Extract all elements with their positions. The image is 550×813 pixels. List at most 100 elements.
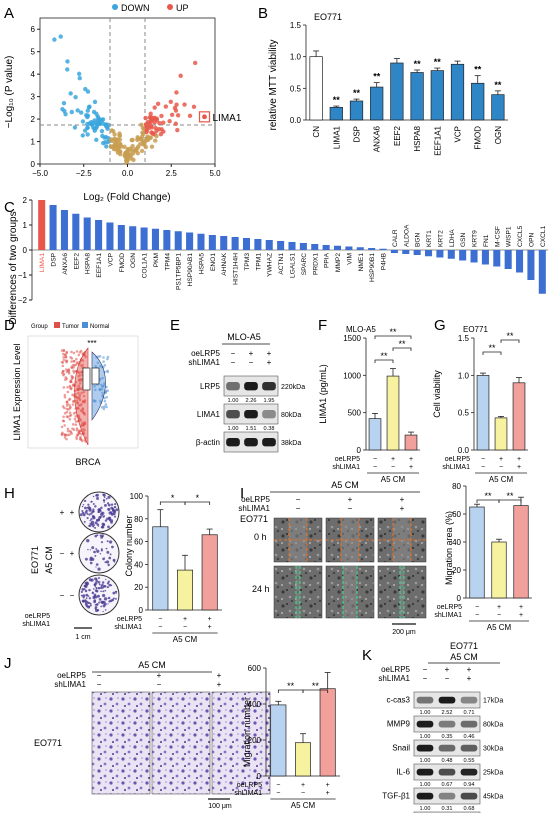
design-mark: − (373, 456, 377, 463)
blot-band (416, 696, 434, 704)
colony (86, 539, 90, 543)
colony (84, 506, 87, 510)
sig-label: ** (287, 681, 295, 691)
bar (527, 250, 535, 280)
data-point (123, 154, 128, 160)
band-quant: 0.67 (442, 782, 453, 788)
tumor-point (70, 360, 73, 363)
data-point (174, 90, 179, 95)
y-tick-label: 0.0 (290, 116, 302, 125)
colony (106, 582, 110, 585)
data-point (110, 129, 116, 134)
tumor-point (66, 390, 70, 394)
colony (89, 561, 93, 565)
panel-letter-d: D (4, 317, 15, 334)
design-mark: + (467, 674, 472, 683)
data-point (111, 146, 117, 152)
x-tick-label: 5.0 (209, 169, 221, 178)
blot-band (416, 792, 434, 800)
data-point (78, 110, 84, 115)
tumor-point (71, 376, 75, 379)
data-point (161, 120, 166, 125)
bar (311, 244, 319, 250)
tumor-point (67, 372, 71, 375)
design-row-label: shLIMA1 (188, 358, 220, 367)
data-point (104, 144, 109, 149)
design-mark: − (296, 504, 301, 513)
design-row-label: oeLRP5 (241, 495, 270, 504)
colony (94, 603, 97, 606)
data-point (161, 129, 166, 134)
sig-bracket (374, 335, 412, 339)
colony (98, 597, 102, 601)
j-y-label: Migration number (242, 697, 252, 767)
colony (89, 602, 92, 605)
tumor-point (77, 404, 81, 407)
c-y-label: Differences of two groups (8, 211, 19, 324)
x-category-label: VCP (454, 126, 463, 142)
d-box-tumor (82, 367, 91, 391)
data-point (94, 125, 99, 131)
y-tick-label: 80 (452, 482, 461, 491)
colony (99, 509, 102, 512)
data-point (193, 60, 198, 66)
bar (404, 434, 418, 451)
tumor-point (82, 394, 86, 398)
x-category-label: HSPA8 (413, 125, 422, 151)
band-quant: 0.35 (442, 734, 453, 740)
colony (82, 594, 86, 598)
sig-bracket (482, 351, 502, 355)
i-image-header: A5 CM (331, 480, 359, 490)
tumor-point (65, 350, 68, 354)
x-category-label: HIST1H4H (233, 253, 240, 285)
colony (104, 519, 108, 522)
x-category-label: MMP2 (335, 253, 342, 272)
g-y-label: Cell viability (432, 370, 442, 418)
x-category-label: P4HB (381, 252, 388, 270)
colony (95, 493, 99, 497)
y-tick-label: 1 (23, 221, 28, 230)
data-point (167, 118, 172, 124)
transwell-image (91, 691, 151, 795)
band-name: Snail (392, 743, 410, 752)
design-mark: + (208, 624, 212, 631)
data-point (172, 105, 178, 111)
data-point (94, 137, 99, 143)
x-category-label: DSP (51, 252, 58, 266)
x-category-label: DSP (353, 126, 362, 142)
data-point (72, 125, 78, 130)
data-point (130, 143, 135, 149)
colony (88, 597, 92, 600)
colony (101, 581, 105, 584)
data-point (135, 151, 141, 156)
k-title: EO771 (450, 641, 478, 651)
d-legend-normal: Normal (90, 324, 109, 330)
x-category-label: OPN (528, 232, 535, 247)
sig-bracket (498, 499, 522, 503)
x-category-label: CXCL5 (517, 225, 524, 247)
colony (101, 601, 105, 605)
normal-point (103, 363, 107, 367)
colony (102, 499, 106, 502)
colony (80, 590, 83, 593)
data-point (109, 137, 114, 142)
bar (174, 231, 182, 250)
y-tick-label: 40 (134, 560, 143, 569)
x-category-label: CXCL1 (540, 225, 547, 247)
normal-point (101, 391, 104, 395)
sig-label: ** (353, 88, 361, 98)
design-mark: + (497, 604, 501, 611)
colony (105, 547, 108, 550)
tumor-point (83, 353, 87, 357)
tumor-point (74, 363, 78, 367)
data-point (85, 89, 91, 94)
data-point (168, 99, 173, 105)
data-point (124, 160, 129, 166)
data-point (144, 128, 150, 133)
bar (242, 238, 251, 250)
colony (93, 583, 96, 585)
band-quant: 1.00 (420, 806, 431, 812)
colony (97, 586, 101, 590)
tumor-point (80, 387, 84, 391)
design-mark: − (348, 504, 353, 513)
